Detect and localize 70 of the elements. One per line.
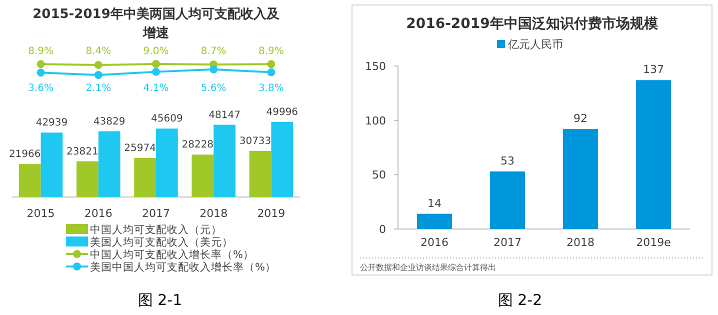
data-label: 21966 xyxy=(8,149,41,160)
data-label: 48147 xyxy=(208,110,240,121)
x-tick-label: 2017 xyxy=(142,207,170,220)
bar xyxy=(18,164,41,197)
x-tick-label: 2015 xyxy=(26,207,55,220)
chart-title: 2015-2019年中美两国人均可支配收入及增速 xyxy=(32,6,280,41)
data-label: 43829 xyxy=(93,116,126,128)
bar xyxy=(636,80,672,229)
legend-label: 中国人均可支配收入（元） xyxy=(90,223,222,236)
data-label: 23821 xyxy=(66,146,98,158)
legend-label: 美国中国人均可支配收入增长率（%） xyxy=(90,260,276,274)
x-tick-label: 2019 xyxy=(257,207,286,220)
data-label: 8.4% xyxy=(86,46,112,57)
point xyxy=(152,60,160,68)
data-label: 92 xyxy=(574,112,588,126)
data-label: 25974 xyxy=(124,143,156,154)
data-label: 2.1% xyxy=(86,83,112,94)
bar xyxy=(249,150,272,197)
caption: 图 2-1 xyxy=(138,291,182,309)
bar xyxy=(134,158,156,197)
data-label: 45609 xyxy=(151,114,183,125)
caption: 图 2-2 xyxy=(498,291,542,309)
bar xyxy=(40,132,63,197)
data-label: 42939 xyxy=(36,118,68,129)
point xyxy=(94,71,102,79)
x-tick-label: 2016 xyxy=(420,236,448,249)
x-tick-label: 2016 xyxy=(84,207,112,220)
point xyxy=(152,68,160,76)
bar xyxy=(76,161,98,197)
data-label: 49996 xyxy=(266,107,298,118)
data-label: 30733 xyxy=(239,136,272,147)
data-label: 9.0% xyxy=(143,46,169,57)
data-label: 8.9% xyxy=(258,46,284,57)
x-tick-label: 2018 xyxy=(566,236,594,249)
data-label: 5.6% xyxy=(200,83,226,94)
chart-title: 2016-2019年中国泛知识付费市场规模 xyxy=(406,15,659,32)
data-label: 14 xyxy=(428,196,442,210)
point xyxy=(36,68,45,77)
point xyxy=(94,60,102,69)
point xyxy=(36,60,45,68)
x-tick-label: 2019e xyxy=(636,236,672,249)
bar xyxy=(214,124,236,197)
bar xyxy=(98,131,120,197)
bar xyxy=(416,214,452,229)
text: 公开数据和企业访谈结果综合计算得出 xyxy=(360,263,496,272)
bar xyxy=(490,171,526,229)
data-label: 28228 xyxy=(182,140,214,151)
bar xyxy=(271,122,294,197)
bar xyxy=(156,128,178,197)
legend-label: 中国人均可支配收入增长率（%） xyxy=(90,248,254,261)
legend-label: 美国人均可支配收入（美元） xyxy=(90,236,233,248)
data-label: 8.9% xyxy=(28,46,54,57)
x-tick-label: 2018 xyxy=(200,207,228,220)
point xyxy=(267,68,276,76)
x-tick-label: 2017 xyxy=(494,236,522,249)
point xyxy=(267,60,276,68)
y-tick-label: 150 xyxy=(365,60,386,73)
data-label: 8.7% xyxy=(200,46,226,57)
point xyxy=(210,65,218,74)
y-tick-label: 100 xyxy=(365,114,386,128)
bar xyxy=(192,154,214,197)
y-tick-label: 50 xyxy=(372,168,386,182)
data-label: 53 xyxy=(500,154,514,168)
y-tick-label: 0 xyxy=(379,223,386,236)
legend-label: 亿元人民币 xyxy=(507,38,563,51)
data-label: 3.8% xyxy=(258,83,284,94)
bar xyxy=(562,129,598,229)
data-label: 4.1% xyxy=(143,83,169,94)
data-label: 3.6% xyxy=(28,83,54,94)
data-label: 137 xyxy=(643,63,664,76)
